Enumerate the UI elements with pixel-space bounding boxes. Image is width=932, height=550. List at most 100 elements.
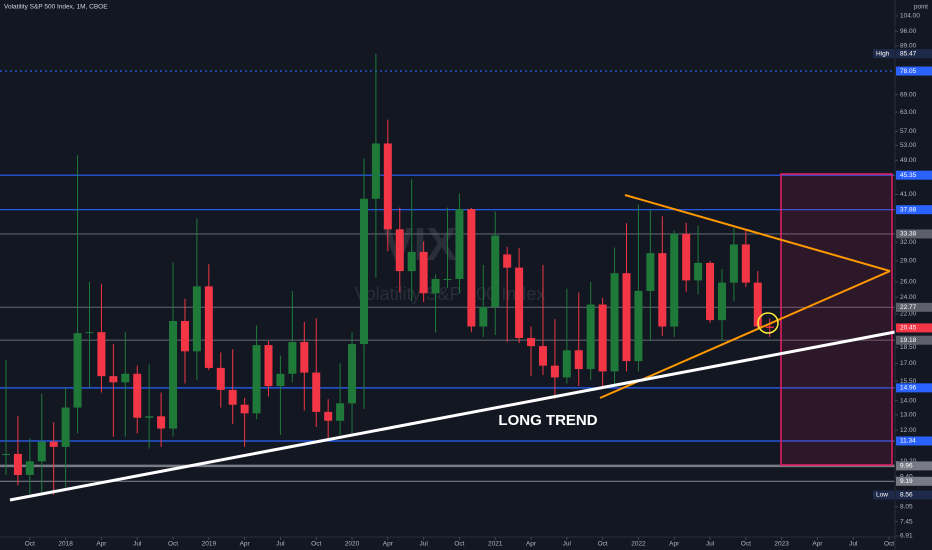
y-tick-label: 32.00 [900,239,917,246]
candle-body [1,453,10,455]
candle-body [300,342,309,373]
candle-body [706,262,715,321]
y-unit: point [914,4,928,11]
x-tick-label: Oct [454,541,464,548]
candle-body [407,251,416,272]
candle-body [682,233,691,281]
level-tag: Low [876,492,888,499]
candle-body [503,254,512,268]
candles [1,53,774,495]
level-tag: High [876,50,890,57]
candle-body [491,235,500,308]
candle-body [97,332,106,377]
lower-triangle-line [599,270,891,399]
candle-body [598,304,607,372]
x-tick-label: Apr [526,541,537,548]
candle-body [694,262,703,281]
candle-body [753,282,762,327]
candle-body [145,416,154,418]
upper-triangle-line [624,194,891,272]
y-tick-label: 57.00 [900,128,917,135]
candle-body [515,267,524,339]
x-tick-label: Jul [849,541,858,548]
candle-body [61,407,70,447]
level-tag-box [873,49,895,59]
level-label: 8.56 [900,492,913,499]
levels [0,70,895,482]
level-label-box [896,461,932,471]
level-tag-box [873,490,895,500]
candle-body [49,441,58,447]
x-tick-label: 2019 [202,541,217,548]
level-label-box [896,302,932,312]
candle-body [634,290,643,362]
candle-body [610,273,619,372]
candle-body [729,244,738,283]
level-label-box [896,205,932,215]
x-tick-label: Apr [669,541,680,548]
level-label: 85.47 [900,50,917,57]
y-tick-label: 6.91 [900,533,913,540]
candle-body [240,404,249,414]
candle-body [574,350,583,370]
level-label: 45.35 [900,172,917,179]
y-tick-label: 18.50 [900,344,917,351]
level-label-box [896,170,932,180]
candle-body [216,367,225,390]
level-label-box [896,476,932,486]
candle-body [180,321,189,352]
candle-body [527,338,536,347]
x-tick-label: Apr [96,541,107,548]
candle-body [455,209,464,279]
candle-body [646,253,655,291]
y-tick-label: 17.00 [900,360,917,367]
candle-body [324,411,333,421]
x-tick-label: Jul [563,541,572,548]
level-label: 9.19 [900,478,913,485]
candle-body [419,251,428,294]
candle-body [538,346,547,366]
level-label-box [896,383,932,393]
level-label-box [896,229,932,239]
candle-body [658,253,667,327]
level-label: 33.38 [900,231,917,238]
candle-body [288,342,297,374]
y-tick-label: 96.00 [900,28,917,35]
y-tick-label: 8.05 [900,503,913,510]
x-tick-label: Apr [383,541,394,548]
y-tick-label: 63.00 [900,109,917,116]
candle-body [670,233,679,327]
candle-body [562,350,571,378]
y-tick-label: 41.00 [900,191,917,198]
level-label-box [896,49,932,59]
x-tick-label: Jul [133,541,142,548]
annotation: LONG TREND [498,412,597,429]
candle-body [252,345,261,414]
level-label: 37.88 [900,206,917,213]
level-label: 11.34 [900,438,916,445]
y-tick-label: 13.00 [900,412,917,419]
candle-body [741,244,750,283]
level-label-box [896,335,932,345]
candle-body [359,198,368,345]
candle-body [312,372,321,412]
x-tick-label: Apr [812,541,823,548]
level-label-box [896,436,932,446]
candle-body [157,416,166,429]
candle-body [109,376,118,383]
chart-title: Volatility S&P 500 Index, 1M, CBOE [4,4,108,11]
candle-body [228,389,237,405]
level-label: 19.18 [900,337,917,344]
level-label: 22.77 [900,304,917,311]
candle-body [85,332,94,334]
candle-body [717,282,726,321]
candle-body [622,273,631,362]
candle-body [73,333,82,408]
candle-body [133,373,142,418]
candle-body [371,143,380,199]
x-tick-label: Oct [168,541,178,548]
candle-body [121,373,130,383]
candle-body [37,441,46,462]
x-tick-label: Oct [598,541,608,548]
y-tick-label: 24.00 [900,294,917,301]
